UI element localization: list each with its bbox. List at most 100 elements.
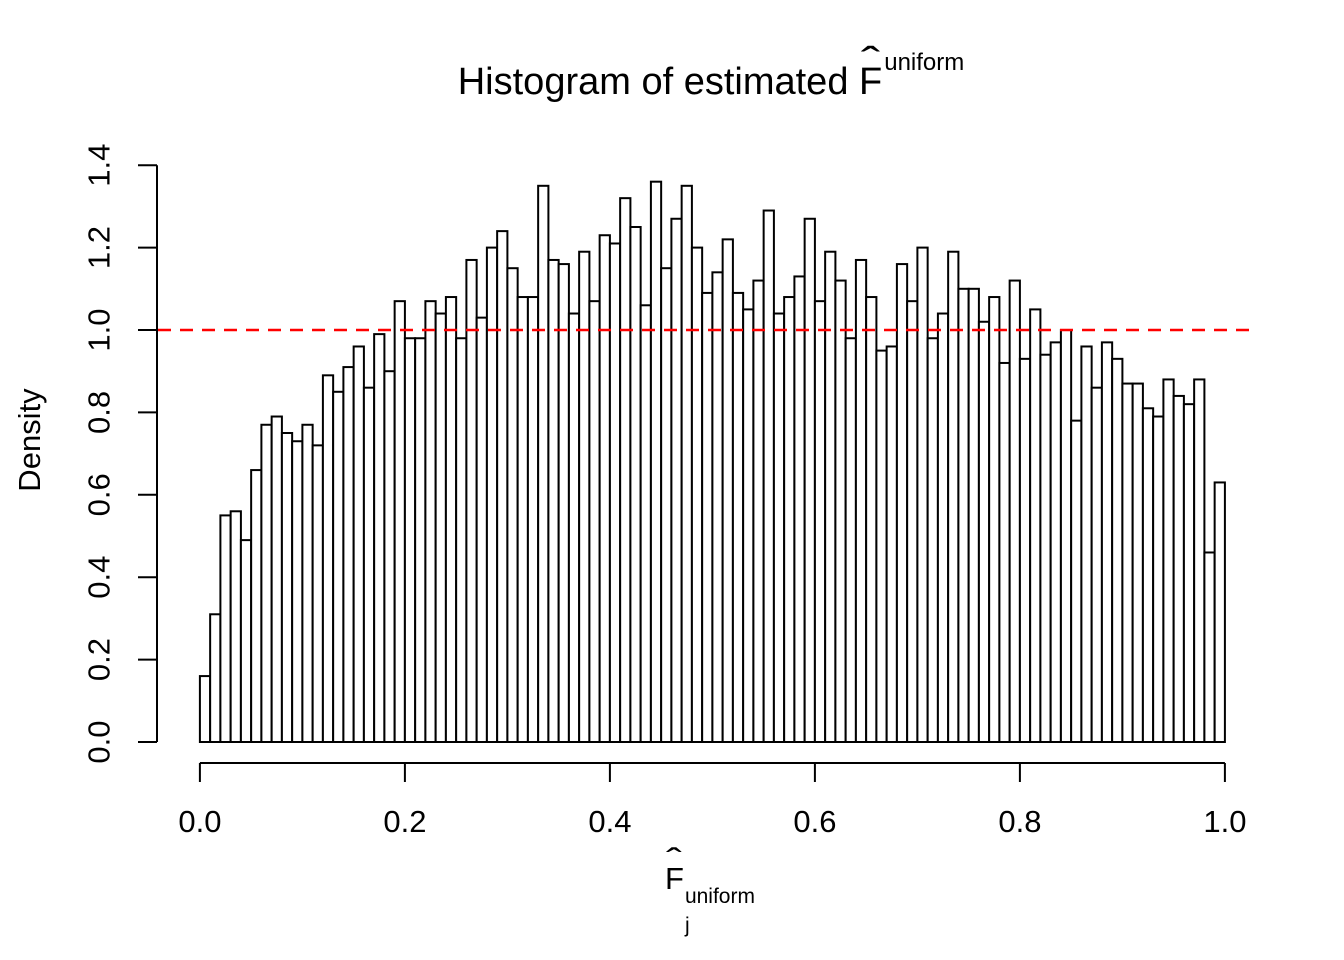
histogram-bar (260, 423, 273, 743)
histogram-bar (239, 539, 253, 743)
histogram-bar (1039, 353, 1052, 743)
histogram-bar (588, 300, 601, 743)
histogram-bar (301, 423, 314, 743)
histogram-bar (1141, 407, 1155, 743)
histogram-bar (1162, 378, 1175, 743)
x-tick-label: 0.6 (793, 804, 836, 839)
histogram-bar (813, 300, 827, 743)
histogram-bar (1008, 279, 1021, 743)
histogram-bar (342, 366, 355, 743)
histogram-bar (783, 296, 796, 743)
histogram-bar (1121, 382, 1134, 743)
hat-accent-icon: ˆ (666, 841, 683, 880)
histogram-bar (321, 374, 335, 743)
histogram-bar (885, 345, 898, 743)
histogram-bar (311, 444, 324, 743)
histogram-bar (731, 291, 745, 743)
histogram-bar (475, 316, 488, 743)
histogram-bar (291, 440, 304, 743)
histogram-bar (219, 514, 232, 744)
histogram-bar (690, 246, 704, 743)
histogram-bar (578, 250, 591, 743)
histogram-bar (403, 337, 417, 743)
histogram-bar (895, 263, 909, 743)
chart-title: Histogram of estimated F ˆ uniform (458, 37, 965, 107)
histogram-bar (865, 296, 878, 743)
histogram-bar (967, 287, 980, 743)
histogram-bar (957, 287, 970, 743)
histogram-bar (1172, 394, 1185, 743)
histogram-bar (516, 296, 529, 743)
histogram-bar (485, 246, 499, 743)
histogram-bar (608, 242, 622, 743)
histogram-bar (444, 296, 458, 743)
histogram-bar (496, 230, 509, 743)
histogram-bar (1029, 308, 1042, 743)
histogram-bar (824, 250, 837, 743)
histogram-bar (936, 312, 950, 743)
histogram-bar (844, 337, 857, 743)
x-axis-title: F ˆ uniform j (665, 841, 755, 936)
histogram-bar (660, 267, 673, 743)
histogram-bar (537, 184, 550, 744)
histogram-bar (209, 613, 222, 744)
histogram-bar (1152, 415, 1165, 743)
y-tick-label: 1.0 (82, 308, 117, 351)
histogram-bar (701, 291, 714, 743)
y-tick-label: 1.4 (82, 144, 117, 187)
histogram-bar (680, 184, 693, 744)
histogram-bar (229, 510, 242, 743)
histogram-bar (998, 361, 1011, 743)
histogram-bar (1018, 357, 1032, 743)
histogram-bar (1213, 481, 1226, 743)
histogram-bar (752, 279, 765, 743)
histogram-bar (393, 300, 406, 743)
histogram-bar (977, 320, 991, 743)
histogram-bar (742, 308, 755, 743)
histogram-bar (465, 258, 478, 743)
histogram-bar (383, 370, 396, 743)
histogram-bar (1070, 419, 1083, 743)
histogram-bar (557, 263, 570, 743)
histogram-bar (649, 180, 663, 743)
histogram-bar (270, 415, 283, 743)
histogram-bar (250, 469, 263, 743)
histogram-bar (639, 304, 652, 743)
histogram-bar (875, 349, 888, 743)
histogram-bar (1059, 329, 1073, 743)
histogram-bar (352, 345, 365, 743)
histogram-bar (906, 300, 919, 743)
histogram-bar (373, 333, 386, 743)
y-tick-label: 0.6 (82, 473, 117, 516)
histogram-bar (567, 312, 581, 743)
x-axis-title-superscript: uniform (684, 885, 755, 908)
histogram-bar (1090, 386, 1103, 743)
hat-accent-icon: ˆ (861, 37, 881, 85)
histogram-bar (1111, 357, 1124, 743)
histogram-bar (711, 271, 724, 743)
histogram-bar (926, 337, 939, 743)
histogram-bar (988, 296, 1001, 743)
y-tick-label: 0.2 (82, 638, 117, 681)
histogram-bar (526, 296, 540, 743)
y-tick-label: 1.2 (82, 226, 117, 269)
histogram-bar (947, 250, 960, 743)
histogram-bar (424, 300, 437, 743)
histogram-bar (547, 258, 560, 743)
histogram-bar (362, 386, 376, 743)
histogram-bar (1193, 378, 1206, 743)
histogram-bar (434, 312, 447, 743)
histogram-bar (721, 238, 734, 744)
x-tick-label: 0.8 (998, 804, 1041, 839)
histogram-bar (762, 209, 775, 743)
histogram-bar (916, 246, 929, 743)
histogram-bar (414, 337, 427, 743)
histogram-bar (1080, 345, 1093, 743)
histogram-bar (332, 390, 345, 743)
histogram-bar (598, 234, 611, 744)
chart-title-superscript: uniform (884, 49, 965, 76)
